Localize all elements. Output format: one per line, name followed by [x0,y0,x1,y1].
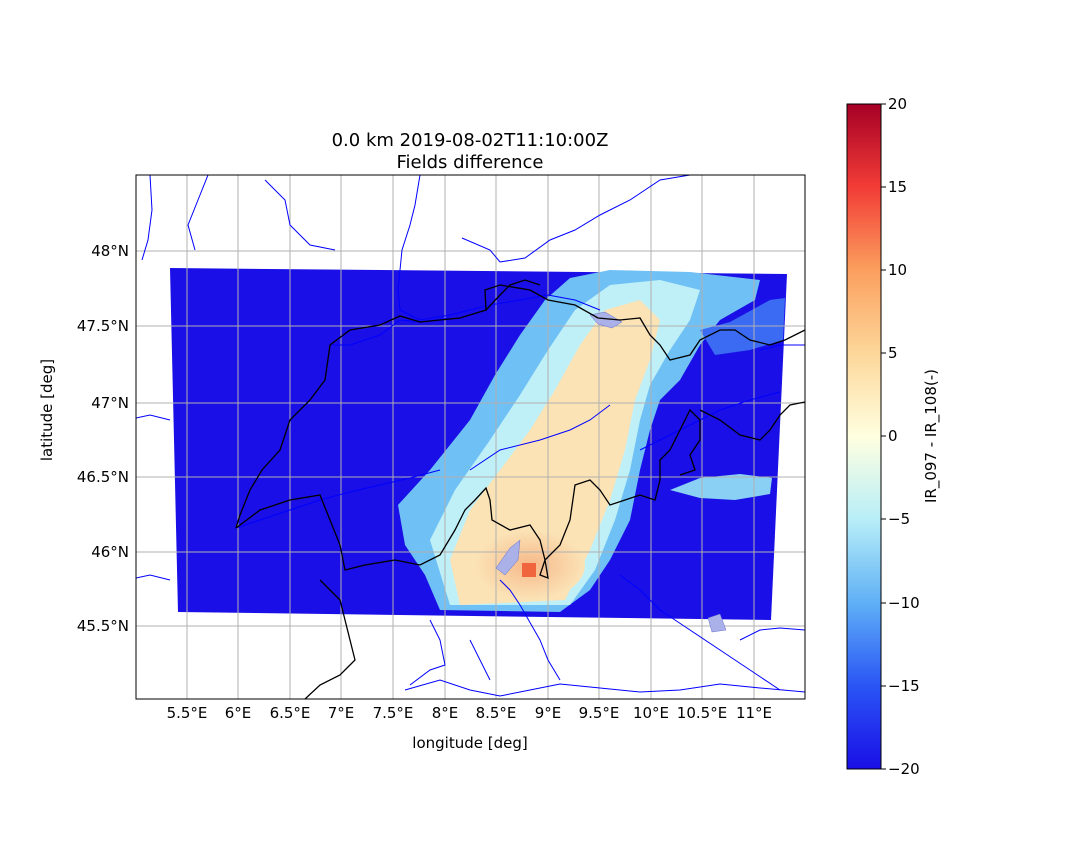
plot-title-line1: 0.0 km 2019-08-02T11:10:00Z [332,130,609,151]
colorbar-tick-label: 20 [888,95,907,113]
colorbar-tick-label: −20 [888,760,920,778]
river-southwest [136,574,171,581]
lake-constance [589,311,623,329]
lake-garda [707,613,727,633]
river-south-2 [469,639,491,681]
river-north-2 [187,175,209,251]
x-axis-label: longitude [deg] [412,734,527,752]
river-north-3 [264,179,336,251]
colorbar-ticks [881,103,886,770]
colorbar-tick-label: 0 [888,427,898,445]
river-rhone [235,469,441,529]
data-field-cloud-band [670,474,772,500]
colorbar-tick-label: 10 [888,261,907,279]
river-po [404,679,805,697]
x-tick-label: 10.5°E [677,704,727,722]
x-tick-label: 8.5°E [476,704,517,722]
plot-frame [135,174,806,700]
colorbar-gradient [846,103,882,770]
x-tick-label: 10°E [633,704,669,722]
river-reuss [469,404,611,471]
grid-lines [136,175,805,699]
border-swiss-south [235,408,701,580]
border-swiss [235,284,805,529]
y-axis-label: latitude [deg] [38,359,56,461]
y-tick-labels: 48°N 47.5°N 47°N 46.5°N 46°N 45.5°N [77,242,129,635]
colorbar-tick-label: 15 [888,178,907,196]
y-tick-label: 47.5°N [77,317,129,335]
y-tick-label: 46.5°N [77,468,129,486]
colorbar-tick-label: −15 [888,677,920,695]
x-tick-label: 9.5°E [579,704,620,722]
x-tick-label: 11°E [736,704,772,722]
river-ticino [499,579,561,681]
plot-title-line2: Fields difference [396,152,543,173]
map-area [136,175,805,699]
y-tick-label: 45.5°N [77,617,129,635]
border-austria [699,401,805,441]
colorbar-tick-label: −5 [888,510,910,528]
x-tick-label: 7°E [328,704,355,722]
y-tick-label: 48°N [91,242,129,260]
river-rhine [397,175,601,321]
river-danube [461,175,691,263]
colorbar: 20 15 10 5 0 −5 −10 −15 −20 IR_097 - IR_… [846,95,941,778]
y-tick-label: 46°N [91,543,129,561]
x-tick-label: 7.5°E [373,704,414,722]
data-field-hot-spot [522,563,536,577]
colorbar-tick-labels: 20 15 10 5 0 −5 −10 −15 −20 [888,95,920,778]
x-tick-label: 6.5°E [270,704,311,722]
x-tick-label: 5.5°E [167,704,208,722]
x-tick-label: 6°E [225,704,252,722]
lake-maggiore [495,539,521,576]
x-tick-label: 8°E [432,704,459,722]
y-tick-label: 47°N [91,394,129,412]
colorbar-label: IR_097 - IR_108(-) [922,369,941,503]
river-south-1 [409,619,446,686]
river-adige [739,627,805,641]
colorbar-tick-label: −10 [888,594,920,612]
border-german-north [485,279,541,311]
x-tick-labels: 5.5°E 6°E 6.5°E 7°E 7.5°E 8°E 8.5°E 9°E … [167,704,772,722]
x-tick-label: 9°E [535,704,562,722]
river-west [136,414,171,421]
border-france-italy [304,579,356,699]
data-field-warm-core [450,300,660,605]
river-adda [619,574,781,691]
lakes [495,311,727,633]
country-borders [235,279,805,699]
river-east [759,344,805,351]
colorbar-tick-label: 5 [888,344,898,362]
river-north-1 [141,175,153,261]
